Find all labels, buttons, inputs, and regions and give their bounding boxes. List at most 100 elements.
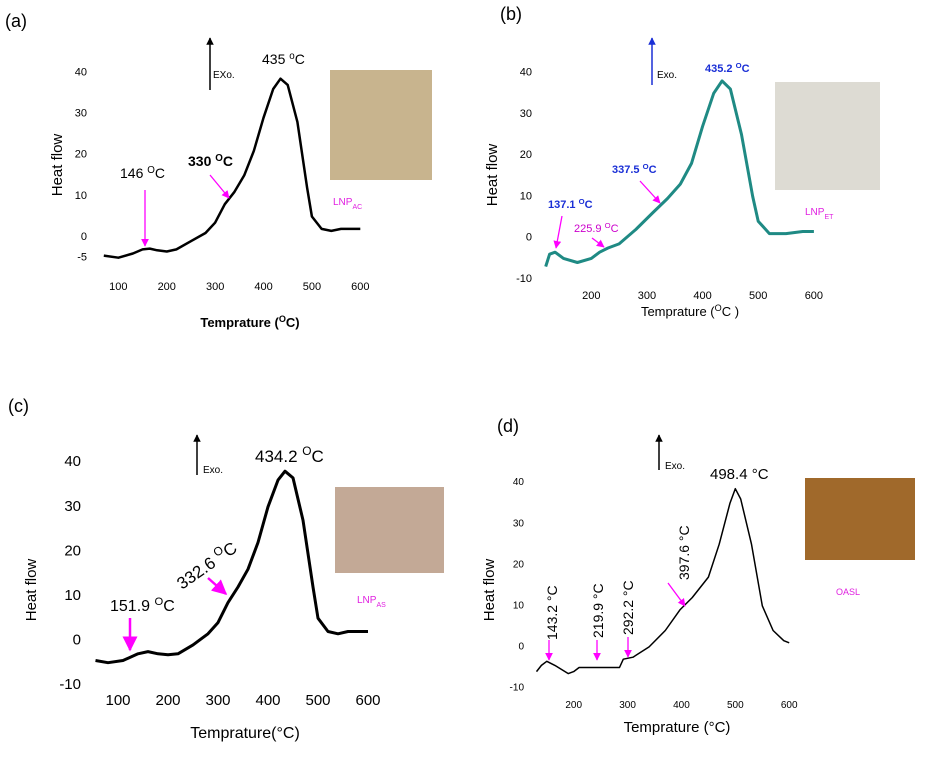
annotation-text: 137.1 [548,199,579,211]
annotation-after: C [611,223,619,235]
annotation-sup: O [736,61,742,70]
annotation-sup: O [302,444,311,458]
x-axis-label: Temprature (°C) [624,719,731,736]
annotation: 435 oC [262,51,305,68]
exo-label: Exo. [657,70,677,81]
sample-label: OASL [836,587,860,597]
annotation: 219.9 °C [590,583,606,638]
annotation-text: 219.9 °C [590,583,606,638]
annotation-text: 146 [120,165,147,181]
sample-label-text: LNP [357,595,377,606]
x-tick-label: 400 [673,700,690,711]
annotation: 434.2 OC [255,444,324,466]
data-line [544,79,814,268]
x-tick-label: 400 [693,290,711,302]
annotation-arrow [207,577,228,595]
y-axis-label: Heat flow [481,559,498,622]
annotation-text: 337.5 [612,164,643,176]
exo-label: Exo. [665,461,685,472]
panel-label: (c) [8,396,29,416]
x-axis-label-sup: O [279,314,286,324]
y-tick-label: 20 [520,149,532,161]
x-tick-label: 100 [105,692,130,709]
sample-photo [775,82,880,190]
annotation-text: 292.2 °C [620,580,636,635]
y-tick-label: 20 [64,542,81,559]
x-tick-label: 400 [255,692,280,709]
x-tick-label: 300 [205,692,230,709]
y-tick-label: -10 [510,683,525,694]
annotation: 332.6 OC [172,536,241,593]
y-tick-label: 10 [520,190,532,202]
y-tick-label: -10 [59,676,81,693]
annotation: 330 OC [188,153,233,170]
annotation-text: 225.9 [574,223,605,235]
annotation-text: 143.2 °C [544,585,560,640]
annotation-after: C [155,165,165,181]
sample-label-sub: ET [824,214,834,221]
x-tick-label: 300 [638,290,656,302]
annotation-sup: O [605,221,611,230]
x-axis-label-after: C ) [722,304,739,319]
exo-label: Exo. [203,465,223,476]
x-tick-label: 100 [109,281,127,293]
panel-label: (a) [5,11,27,31]
x-tick-label: 600 [351,281,369,293]
annotation-sup: O [643,162,649,171]
x-tick-label: 400 [254,281,272,293]
annotation-sup: O [215,153,223,164]
sample-label-text: OASL [836,587,860,597]
annotation: 143.2 °C [544,585,560,640]
annotation-after: C [585,199,593,211]
y-tick-label: 0 [81,231,87,243]
x-axis-label: Temprature(°C) [190,725,300,742]
y-tick-label: -5 [77,252,87,264]
x-tick-label: 200 [155,692,180,709]
panel-label: (b) [500,4,522,24]
annotation-arrow [591,237,605,248]
annotation-after: C [223,153,233,169]
sample-label-text: LNP [805,207,825,218]
y-tick-label: 0 [526,232,532,244]
y-tick-label: 30 [75,108,87,120]
data-line [535,487,790,675]
x-axis-label-after: C) [286,315,300,330]
annotation-after: C [163,598,175,615]
annotation: 137.1 OC [548,197,593,212]
annotation: 435.2 OC [705,61,750,76]
sample-photo [335,487,444,573]
y-tick-label: 10 [513,600,525,611]
y-tick-label: 40 [75,66,87,78]
annotation-text: 498.4 °C [710,466,769,483]
sample-label-text: LNP [333,197,353,208]
x-tick-label: 300 [619,700,636,711]
annotation: 337.5 OC [612,162,657,177]
annotation-after: C [295,51,305,67]
x-tick-label: 600 [355,692,380,709]
x-axis-label-text: Temprature (°C) [624,719,731,736]
x-tick-label: 500 [727,700,744,711]
x-axis-label: Temprature (OC) [200,314,299,330]
y-tick-label: 20 [513,559,525,570]
y-axis-label: Heat flow [49,134,66,197]
sample-label: LNPAS [357,595,386,609]
y-tick-label: 40 [520,67,532,79]
y-tick-label: 20 [75,149,87,161]
x-tick-label: 500 [303,281,321,293]
sample-label-sub: AC [352,204,362,211]
x-tick-label: 200 [158,281,176,293]
annotation-arrow [553,215,563,249]
x-tick-label: 200 [582,290,600,302]
annotation-text: 435 [262,51,289,67]
annotation-sup: O [147,165,155,176]
annotation-after: C [742,63,750,75]
y-tick-label: 40 [513,477,525,488]
sample-photo [330,70,432,180]
x-axis-label: Temprature (OC ) [641,303,739,319]
y-tick-label: 10 [64,587,81,604]
x-tick-label: 200 [565,700,582,711]
y-tick-label: 0 [518,642,524,653]
annotation-arrow [209,174,230,199]
annotation-after: C [312,447,324,466]
